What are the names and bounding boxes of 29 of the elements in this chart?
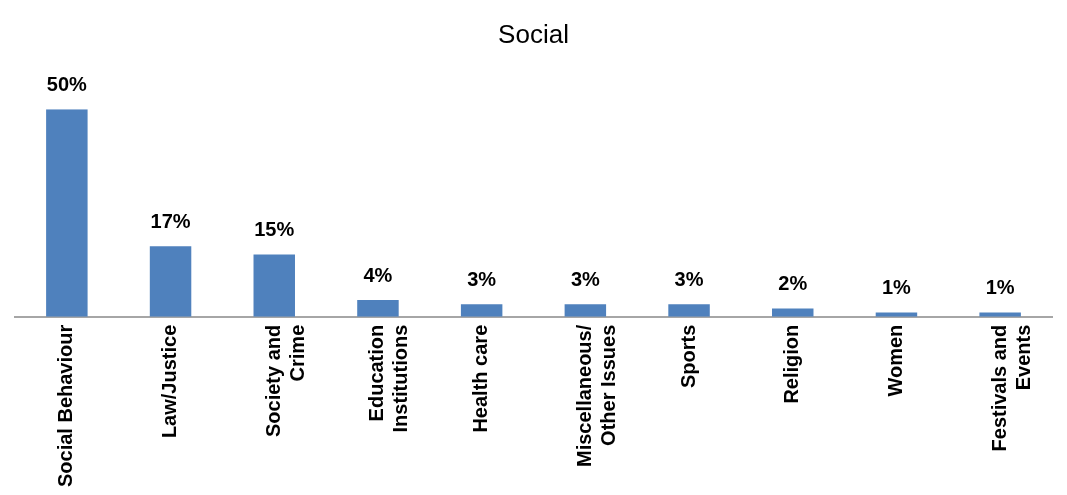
- x-tick-label: Health care: [469, 324, 492, 433]
- data-label: 3%: [467, 267, 497, 290]
- bar: [149, 246, 192, 317]
- bar: [564, 304, 607, 317]
- bar: [46, 109, 88, 317]
- data-label: 1%: [882, 276, 912, 299]
- bar: [357, 300, 399, 317]
- data-label: 50%: [46, 72, 88, 95]
- data-label: 2%: [778, 271, 808, 294]
- x-tick-label: Religion: [780, 324, 803, 404]
- x-tick-label: Law/Justice: [158, 324, 181, 439]
- data-label: 1%: [985, 276, 1015, 299]
- bar: [253, 254, 295, 317]
- data-label: 4%: [363, 263, 393, 286]
- bar: [772, 308, 814, 317]
- x-tick-label: Women: [883, 324, 906, 397]
- x-tick-label: Society and Crime: [261, 324, 308, 437]
- chart-title: Social: [498, 18, 569, 49]
- x-tick-label: Education Institutions: [365, 324, 412, 433]
- x-tick-label: Festivals and Events: [987, 324, 1034, 452]
- bar: [668, 304, 710, 317]
- x-tick-label: Miscellaneous/ Other Issues: [572, 324, 619, 468]
- x-tick-label: Social Behaviour: [54, 324, 77, 488]
- data-label: 15%: [254, 217, 295, 240]
- x-tick-label: Sports: [676, 324, 699, 389]
- bar: [460, 304, 503, 317]
- data-label: 3%: [570, 267, 601, 290]
- data-label: 17%: [150, 209, 191, 232]
- data-label: 3%: [674, 267, 704, 290]
